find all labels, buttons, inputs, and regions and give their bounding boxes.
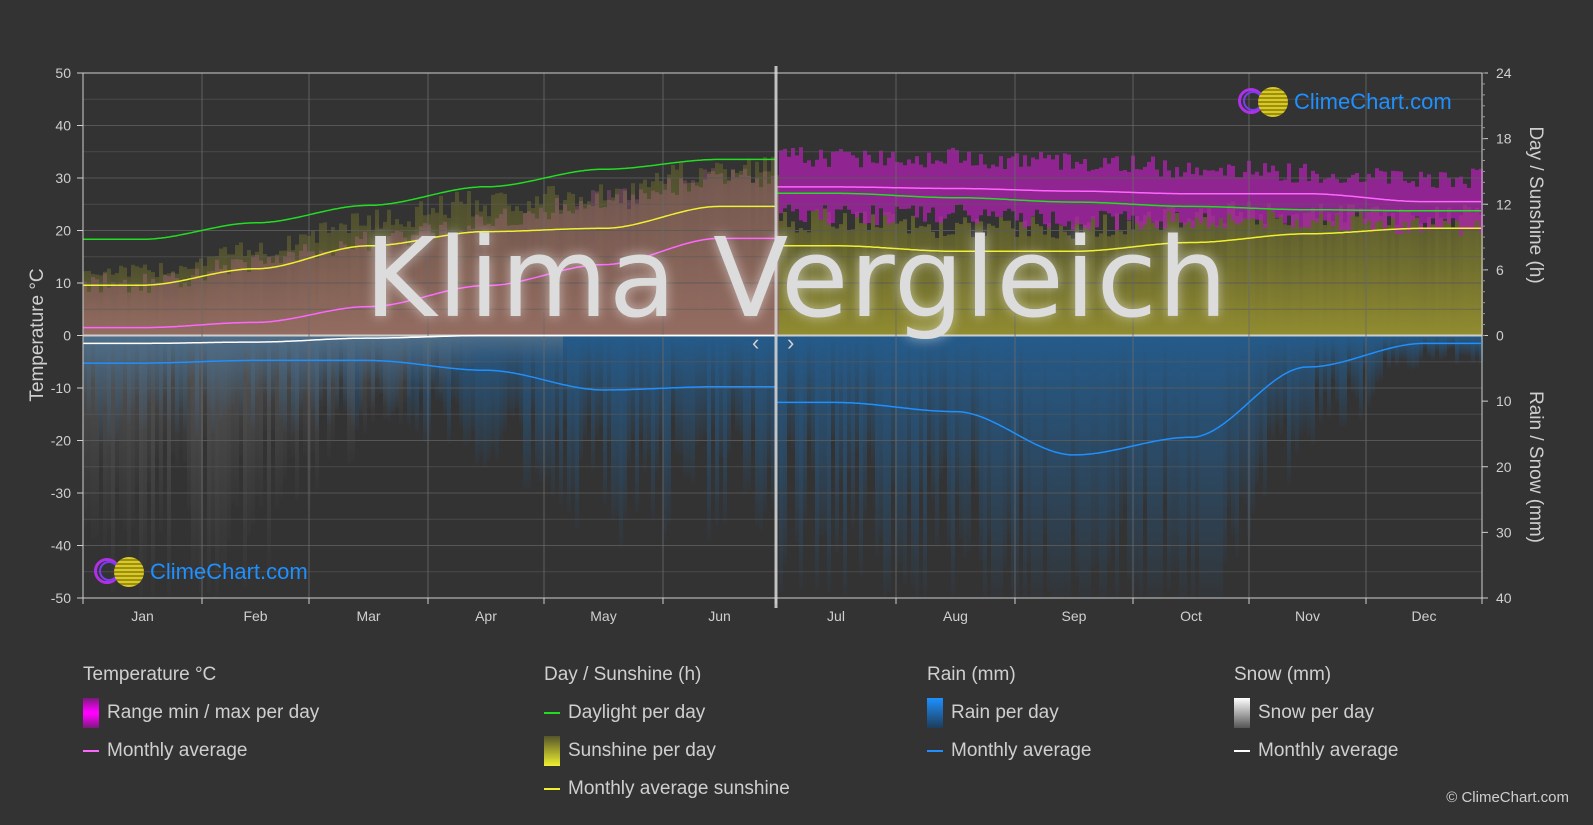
daily-bars	[83, 147, 1483, 598]
legend-rain: Rain (mm) Rain per day Monthly average	[927, 664, 1091, 778]
month-label: Jan	[131, 608, 154, 624]
series-lines	[83, 158, 1481, 456]
rain-avg-swatch	[927, 750, 943, 752]
legend-item: Rain per day	[927, 698, 1091, 728]
axes: 50 40 30 20 10 0 -10 -20 -30 -40 -50 24 18 12 6 0 10 20 30…	[51, 65, 1512, 624]
right-bottom-axis-title: Rain / Snow (mm)	[1525, 391, 1546, 543]
left-axis-title: Temperature °C	[27, 268, 48, 401]
month-label: Dec	[1412, 608, 1437, 624]
month-label: Apr	[475, 608, 497, 624]
copyright-text: © ClimeChart.com	[1446, 789, 1569, 806]
month-label: Jun	[708, 608, 731, 624]
right-bottom-tick-label: 30	[1496, 524, 1512, 540]
right-bottom-tick-label: 40	[1496, 590, 1512, 606]
left-tick-label: -40	[51, 538, 71, 554]
grid-lines	[82, 72, 1483, 599]
brand-logo-bottom[interactable]: ClimeChart.com	[94, 556, 308, 588]
left-tick-label: 20	[55, 223, 71, 239]
temp-avg-swatch	[83, 750, 99, 752]
right-top-tick-label: 12	[1496, 196, 1512, 212]
month-label: Nov	[1295, 608, 1320, 624]
brand-name: ClimeChart.com	[1294, 89, 1452, 114]
temp-range-swatch	[83, 698, 99, 728]
snow-swatch	[1234, 698, 1250, 728]
month-label: Feb	[243, 608, 267, 624]
legend-item: Monthly average sunshine	[544, 778, 790, 800]
prev-arrow-icon[interactable]: ‹	[752, 330, 760, 355]
month-label: Aug	[943, 608, 968, 624]
right-bottom-tick-label: 20	[1496, 459, 1512, 475]
right-top-tick-label: 24	[1496, 65, 1512, 81]
climechart-logo-icon	[1238, 86, 1290, 118]
legend-item: Monthly average	[1234, 740, 1398, 762]
legend-item: Monthly average	[927, 740, 1091, 762]
legend-item: Range min / max per day	[83, 698, 319, 728]
left-tick-label: 30	[55, 170, 71, 186]
legend-item: Monthly average	[83, 740, 319, 762]
right-top-tick-label: 0	[1496, 328, 1504, 344]
legend-title: Rain (mm)	[927, 664, 1016, 685]
month-label: Sep	[1062, 608, 1087, 624]
sunshine-avg-swatch	[544, 788, 560, 790]
legend-item: Snow per day	[1234, 698, 1398, 728]
brand-logo-top[interactable]: ClimeChart.com	[1238, 86, 1452, 118]
legend-sunshine: Day / Sunshine (h) Daylight per day Suns…	[544, 664, 790, 816]
next-arrow-icon[interactable]: ›	[787, 330, 795, 355]
right-top-axis-title: Day / Sunshine (h)	[1525, 126, 1546, 283]
left-tick-label: 40	[55, 118, 71, 134]
month-label: Oct	[1180, 608, 1202, 624]
left-tick-label: -30	[51, 485, 71, 501]
climechart-logo-icon	[94, 556, 146, 588]
legend-title: Snow (mm)	[1234, 664, 1332, 685]
legend-title: Temperature °C	[83, 664, 217, 685]
left-tick-label: -50	[51, 590, 71, 606]
month-label: Jul	[827, 608, 845, 624]
daylight-swatch	[544, 712, 560, 714]
right-top-tick-label: 6	[1496, 262, 1504, 278]
legend-title: Day / Sunshine (h)	[544, 664, 702, 685]
right-bottom-tick-label: 10	[1496, 393, 1512, 409]
rain-swatch	[927, 698, 943, 728]
legend-item: Daylight per day	[544, 702, 790, 724]
snow-avg-swatch	[1234, 750, 1250, 752]
right-top-tick-label: 18	[1496, 131, 1512, 147]
left-tick-label: 0	[63, 328, 71, 344]
legend-item: Sunshine per day	[544, 736, 790, 766]
left-tick-label: -20	[51, 433, 71, 449]
legend-snow: Snow (mm) Snow per day Monthly average	[1234, 664, 1398, 778]
month-label: Mar	[356, 608, 380, 624]
brand-name: ClimeChart.com	[150, 559, 308, 584]
sunshine-swatch	[544, 736, 560, 766]
left-tick-label: -10	[51, 380, 71, 396]
legend-temperature: Temperature °C Range min / max per day M…	[83, 664, 319, 778]
left-tick-label: 50	[55, 65, 71, 81]
month-label: May	[590, 608, 616, 624]
left-tick-label: 10	[55, 275, 71, 291]
